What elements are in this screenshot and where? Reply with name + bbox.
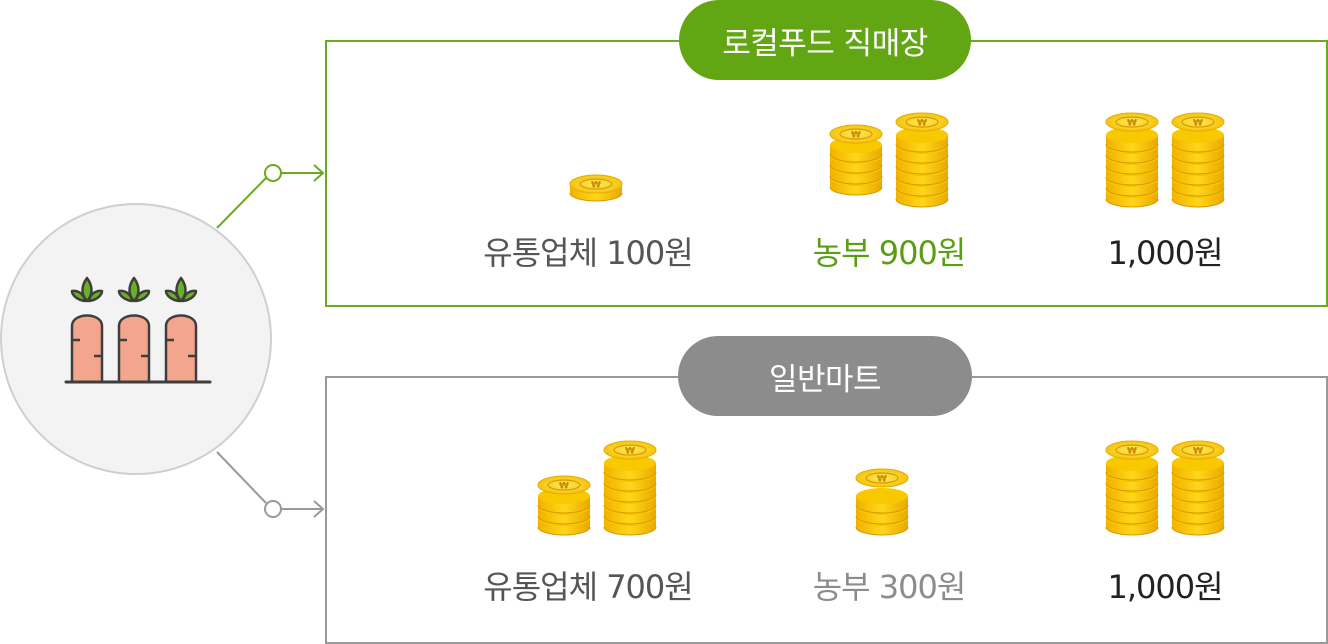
connector-line-local [216,177,267,229]
local-total-label: 1,000원 [1107,234,1223,272]
won-coin-stack-icon [569,174,623,202]
connector-line-mart [216,451,267,504]
connector-node-mart [264,500,282,518]
arrow-right-icon [313,164,325,182]
won-coin-stack-icon [537,440,657,536]
mart-distributor-label: 유통업체 700원 [483,568,693,606]
won-coin-stack-icon [1105,440,1225,536]
mart-farmer-label: 농부 300원 [812,568,967,606]
won-coin-stack-icon [855,468,909,536]
local-farmer-label: 농부 900원 [812,234,967,272]
connector-node-local [264,164,282,182]
local-distributor-label: 유통업체 100원 [483,234,693,272]
won-coin-stack-icon [1105,112,1225,208]
carrot-icon [64,276,212,384]
general-mart-title: 일반마트 [678,336,972,416]
won-coin-stack-icon [829,112,949,208]
arrow-right-icon [313,500,325,518]
mart-total-label: 1,000원 [1107,568,1223,606]
local-food-title: 로컬푸드 직매장 [679,0,971,80]
